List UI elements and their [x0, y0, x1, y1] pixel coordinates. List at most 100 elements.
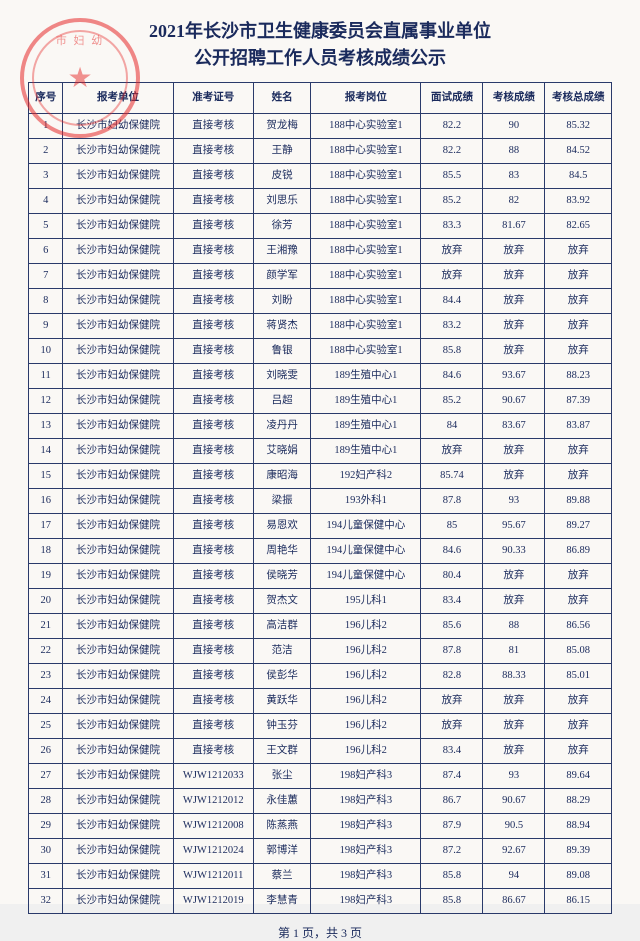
cell-s3: 84.52 [545, 139, 612, 164]
cell-seq: 28 [29, 789, 63, 814]
cell-name: 王静 [253, 139, 310, 164]
cell-s3: 89.88 [545, 489, 612, 514]
cell-seq: 11 [29, 364, 63, 389]
cell-s2: 放弃 [483, 289, 545, 314]
cell-s2: 放弃 [483, 239, 545, 264]
cell-seq: 9 [29, 314, 63, 339]
cell-ticket: WJW1212008 [173, 814, 253, 839]
cell-unit: 长沙市妇幼保健院 [63, 539, 173, 564]
cell-name: 侯晓芳 [253, 564, 310, 589]
cell-s3: 86.56 [545, 614, 612, 639]
table-row: 7长沙市妇幼保健院直接考核颜学军188中心实验室1放弃放弃放弃 [29, 264, 612, 289]
cell-seq: 14 [29, 439, 63, 464]
cell-ticket: 直接考核 [173, 739, 253, 764]
cell-seq: 19 [29, 564, 63, 589]
table-row: 12长沙市妇幼保健院直接考核吕超189生殖中心185.290.6787.39 [29, 389, 612, 414]
cell-ticket: 直接考核 [173, 239, 253, 264]
cell-ticket: 直接考核 [173, 489, 253, 514]
cell-s1: 85 [421, 514, 483, 539]
cell-s3: 85.01 [545, 664, 612, 689]
cell-s1: 85.2 [421, 389, 483, 414]
cell-s1: 84 [421, 414, 483, 439]
cell-name: 徐芳 [253, 214, 310, 239]
cell-s3: 88.29 [545, 789, 612, 814]
cell-post: 195儿科1 [311, 589, 421, 614]
cell-seq: 26 [29, 739, 63, 764]
cell-s1: 85.8 [421, 889, 483, 914]
cell-s3: 放弃 [545, 239, 612, 264]
table-row: 27长沙市妇幼保健院WJW1212033张尘198妇产科387.49389.64 [29, 764, 612, 789]
table-row: 5长沙市妇幼保健院直接考核徐芳188中心实验室183.381.6782.65 [29, 214, 612, 239]
cell-post: 198妇产科3 [311, 814, 421, 839]
cell-s2: 81 [483, 639, 545, 664]
table-row: 8长沙市妇幼保健院直接考核刘盼188中心实验室184.4放弃放弃 [29, 289, 612, 314]
cell-unit: 长沙市妇幼保健院 [63, 489, 173, 514]
cell-name: 高洁群 [253, 614, 310, 639]
table-row: 1长沙市妇幼保健院直接考核贺龙梅188中心实验室182.29085.32 [29, 114, 612, 139]
cell-unit: 长沙市妇幼保健院 [63, 139, 173, 164]
cell-s2: 放弃 [483, 439, 545, 464]
cell-ticket: 直接考核 [173, 464, 253, 489]
cell-name: 贺龙梅 [253, 114, 310, 139]
cell-unit: 长沙市妇幼保健院 [63, 339, 173, 364]
cell-s1: 84.6 [421, 539, 483, 564]
cell-name: 蒋贤杰 [253, 314, 310, 339]
cell-ticket: 直接考核 [173, 414, 253, 439]
table-row: 16长沙市妇幼保健院直接考核梁振193外科187.89389.88 [29, 489, 612, 514]
cell-name: 凌丹丹 [253, 414, 310, 439]
header-unit: 报考单位 [63, 83, 173, 114]
cell-name: 蔡兰 [253, 864, 310, 889]
cell-ticket: 直接考核 [173, 364, 253, 389]
cell-unit: 长沙市妇幼保健院 [63, 764, 173, 789]
cell-s1: 83.4 [421, 589, 483, 614]
cell-post: 189生殖中心1 [311, 364, 421, 389]
cell-post: 192妇产科2 [311, 464, 421, 489]
cell-s3: 89.08 [545, 864, 612, 889]
cell-unit: 长沙市妇幼保健院 [63, 564, 173, 589]
cell-seq: 27 [29, 764, 63, 789]
header-assess: 考核成绩 [483, 83, 545, 114]
cell-unit: 长沙市妇幼保健院 [63, 614, 173, 639]
cell-ticket: 直接考核 [173, 289, 253, 314]
cell-s2: 放弃 [483, 739, 545, 764]
cell-post: 198妇产科3 [311, 789, 421, 814]
cell-ticket: 直接考核 [173, 589, 253, 614]
cell-s2: 93 [483, 764, 545, 789]
cell-name: 刘盼 [253, 289, 310, 314]
cell-s3: 放弃 [545, 689, 612, 714]
cell-s3: 82.65 [545, 214, 612, 239]
cell-s3: 83.92 [545, 189, 612, 214]
title-line-1: 2021年长沙市卫生健康委员会直属事业单位 [28, 18, 612, 45]
table-row: 22长沙市妇幼保健院直接考核范洁196儿科287.88185.08 [29, 639, 612, 664]
cell-name: 王文群 [253, 739, 310, 764]
cell-post: 188中心实验室1 [311, 239, 421, 264]
cell-s3: 放弃 [545, 339, 612, 364]
table-row: 25长沙市妇幼保健院直接考核钟玉芬196儿科2放弃放弃放弃 [29, 714, 612, 739]
cell-s1: 82.2 [421, 114, 483, 139]
cell-name: 范洁 [253, 639, 310, 664]
cell-s3: 89.39 [545, 839, 612, 864]
cell-name: 黄跃华 [253, 689, 310, 714]
header-interview: 面试成绩 [421, 83, 483, 114]
header-name: 姓名 [253, 83, 310, 114]
cell-s3: 放弃 [545, 589, 612, 614]
cell-s2: 放弃 [483, 339, 545, 364]
cell-unit: 长沙市妇幼保健院 [63, 189, 173, 214]
cell-s2: 90 [483, 114, 545, 139]
cell-seq: 6 [29, 239, 63, 264]
cell-post: 194儿童保健中心 [311, 539, 421, 564]
cell-s2: 放弃 [483, 264, 545, 289]
cell-unit: 长沙市妇幼保健院 [63, 289, 173, 314]
cell-seq: 29 [29, 814, 63, 839]
table-row: 21长沙市妇幼保健院直接考核高洁群196儿科285.68886.56 [29, 614, 612, 639]
cell-name: 鲁银 [253, 339, 310, 364]
cell-ticket: 直接考核 [173, 114, 253, 139]
cell-ticket: WJW1212012 [173, 789, 253, 814]
cell-post: 188中心实验室1 [311, 314, 421, 339]
cell-s1: 放弃 [421, 264, 483, 289]
cell-seq: 8 [29, 289, 63, 314]
cell-s2: 83.67 [483, 414, 545, 439]
table-row: 30长沙市妇幼保健院WJW1212024郭博洋198妇产科387.292.678… [29, 839, 612, 864]
cell-ticket: 直接考核 [173, 514, 253, 539]
cell-seq: 12 [29, 389, 63, 414]
